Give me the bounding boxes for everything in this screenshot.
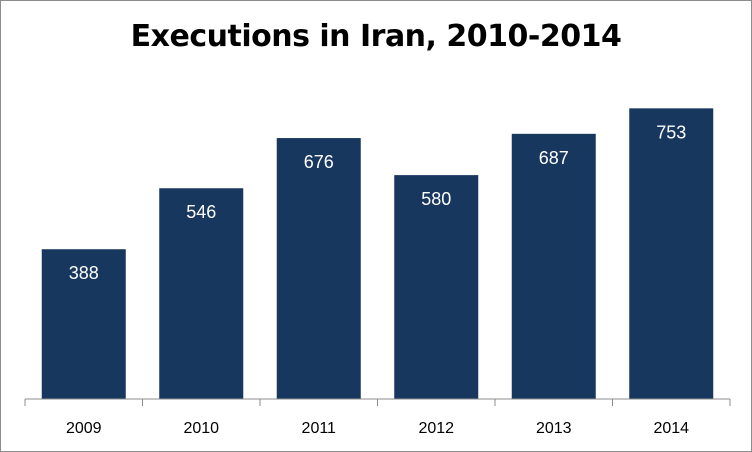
bar-2011 xyxy=(276,138,361,399)
x-tick-label-2010: 2010 xyxy=(183,420,219,437)
data-label-2012: 580 xyxy=(421,189,451,209)
bar-2012 xyxy=(394,175,479,399)
x-tick-label-2012: 2012 xyxy=(418,420,454,437)
chart-title: Executions in Iran, 2010-2014 xyxy=(130,19,622,54)
bar-2009 xyxy=(41,249,126,399)
bars-layer: 388 546 676 580 687 753 xyxy=(41,108,714,399)
x-tick-label-2014: 2014 xyxy=(653,420,689,437)
x-tick-label-2011: 2011 xyxy=(302,420,337,437)
bar-2014 xyxy=(629,108,714,399)
bar-2010 xyxy=(159,188,244,399)
x-axis: 2009 2010 2011 2012 2013 2014 xyxy=(24,398,731,437)
data-label-2014: 753 xyxy=(656,122,686,142)
x-tick-label-2009: 2009 xyxy=(66,420,102,437)
data-label-2011: 676 xyxy=(304,152,334,172)
x-tick-label-2013: 2013 xyxy=(536,420,572,437)
bar-2013 xyxy=(511,133,596,399)
data-label-2009: 388 xyxy=(69,263,99,283)
data-label-2010: 546 xyxy=(186,202,216,222)
data-label-2013: 687 xyxy=(539,148,569,168)
